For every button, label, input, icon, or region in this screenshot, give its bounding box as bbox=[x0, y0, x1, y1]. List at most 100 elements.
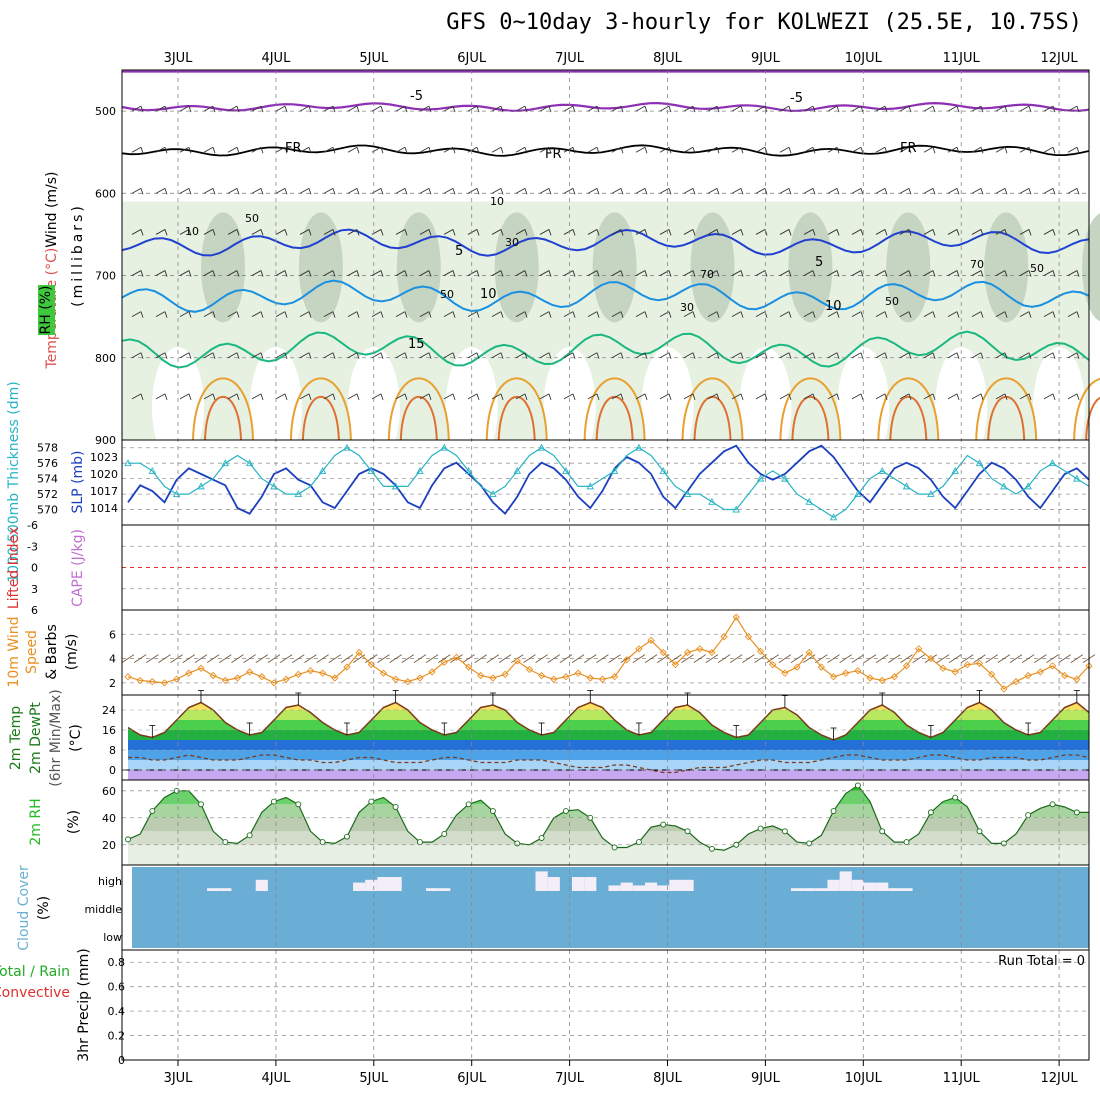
wind-barb bbox=[716, 147, 720, 154]
wind-barb bbox=[971, 229, 982, 235]
wind-speed-point bbox=[842, 669, 850, 677]
wind-speed-point bbox=[817, 663, 826, 671]
date-label-bottom: 12JUL bbox=[1041, 1071, 1079, 1086]
wind-barb bbox=[428, 147, 432, 154]
wind-barb bbox=[332, 188, 336, 195]
wind-barb bbox=[884, 147, 888, 154]
wind-barb bbox=[740, 270, 744, 277]
wind-barb bbox=[947, 393, 958, 400]
isotherm-20 bbox=[1073, 377, 1100, 441]
wind-barb bbox=[851, 270, 862, 276]
wind-barb bbox=[164, 147, 168, 154]
wind-speed-point bbox=[489, 674, 497, 682]
rh-point bbox=[879, 828, 886, 835]
wind-barb bbox=[740, 105, 744, 113]
thickness-point bbox=[513, 466, 522, 474]
wind-barb bbox=[611, 105, 622, 112]
wind-barb bbox=[836, 105, 840, 113]
wind-barb bbox=[587, 270, 598, 276]
wind-barb bbox=[620, 229, 624, 236]
thickness-point bbox=[927, 490, 935, 498]
wind-barb bbox=[884, 105, 888, 113]
wind-barb bbox=[476, 393, 480, 401]
wind-barb bbox=[729, 654, 743, 663]
wind-barb bbox=[620, 352, 624, 359]
cloud-high-clear bbox=[377, 877, 390, 891]
wind-barb bbox=[731, 393, 742, 400]
wind-barb bbox=[827, 393, 838, 400]
wind-barb bbox=[912, 654, 925, 663]
wind-barb bbox=[467, 393, 478, 400]
wind-barb bbox=[140, 229, 144, 236]
wind-barb bbox=[299, 311, 310, 318]
rh-point bbox=[489, 808, 496, 814]
rh-label: 70 bbox=[700, 268, 714, 281]
wind-barb bbox=[275, 187, 286, 194]
thickness-point bbox=[975, 459, 984, 467]
li-tick: 6 bbox=[31, 604, 38, 617]
wind-barb bbox=[644, 352, 648, 359]
wind-speed-point bbox=[659, 648, 667, 657]
wind-barb bbox=[332, 393, 336, 401]
isotherm-20 bbox=[877, 377, 940, 441]
wind-barb bbox=[133, 654, 147, 663]
wind-barb bbox=[980, 352, 984, 359]
wind-barb bbox=[500, 147, 504, 154]
wind-barb bbox=[766, 654, 779, 663]
wind-barb bbox=[716, 105, 720, 113]
wind-barb bbox=[971, 352, 982, 359]
wind-barb bbox=[788, 270, 792, 277]
wind-barb bbox=[284, 105, 288, 113]
wind-barb bbox=[908, 393, 912, 401]
cloud-high-clear bbox=[219, 888, 232, 891]
wind-barb bbox=[476, 352, 480, 359]
isotherm-label: 5 bbox=[455, 244, 463, 259]
wind-barb bbox=[251, 105, 262, 112]
temp-tick: 8 bbox=[109, 744, 116, 757]
rh-tick: 60 bbox=[102, 785, 116, 798]
wind-barb bbox=[371, 352, 382, 359]
wind-barb bbox=[812, 147, 816, 154]
wind-barb bbox=[971, 393, 982, 400]
y-tick-label: 500 bbox=[95, 105, 116, 118]
wind-barb bbox=[716, 393, 720, 401]
isotherm-line bbox=[121, 330, 1090, 369]
wind-barb bbox=[539, 352, 550, 359]
wind-barb bbox=[548, 270, 552, 277]
wind-barb bbox=[956, 393, 960, 401]
wind-speed-point bbox=[1048, 662, 1057, 670]
wind-barb bbox=[611, 146, 622, 153]
axis-title-part: (m/s) bbox=[44, 171, 60, 212]
wind-barb bbox=[413, 654, 427, 663]
precip-axis-title-text: 3hr Precip (mm) bbox=[76, 948, 92, 1061]
temp-axis-title: (°C) bbox=[68, 724, 84, 752]
wind-barb bbox=[788, 311, 792, 318]
wind-barb bbox=[742, 654, 755, 663]
wind-barb bbox=[443, 352, 454, 359]
wind-speed-point bbox=[185, 669, 193, 677]
wind-barb bbox=[251, 187, 262, 194]
wind-speed-point bbox=[732, 613, 740, 621]
thickness-point bbox=[148, 466, 157, 474]
wind-barb bbox=[1004, 105, 1008, 113]
wind-barb bbox=[572, 311, 576, 318]
wind-barb bbox=[971, 311, 982, 318]
wind-barb bbox=[947, 270, 958, 276]
wind-barb bbox=[1019, 105, 1030, 112]
wind-barb bbox=[587, 311, 598, 318]
wind-barb bbox=[491, 311, 502, 318]
wind-barb bbox=[731, 146, 742, 153]
wind-barb bbox=[948, 654, 962, 663]
wind-barb bbox=[572, 147, 576, 154]
wind-speed-point bbox=[610, 673, 619, 681]
wind-barb bbox=[635, 105, 646, 112]
wind-speed-point bbox=[306, 667, 315, 675]
thickness-point bbox=[902, 482, 911, 490]
wind-barb bbox=[803, 311, 814, 318]
wind-barb bbox=[428, 352, 432, 359]
wind-barb bbox=[308, 270, 312, 277]
wind-barb bbox=[467, 105, 478, 112]
wind-speed-point bbox=[683, 648, 692, 657]
wind-barb bbox=[452, 270, 456, 277]
wind-barb bbox=[227, 393, 238, 400]
